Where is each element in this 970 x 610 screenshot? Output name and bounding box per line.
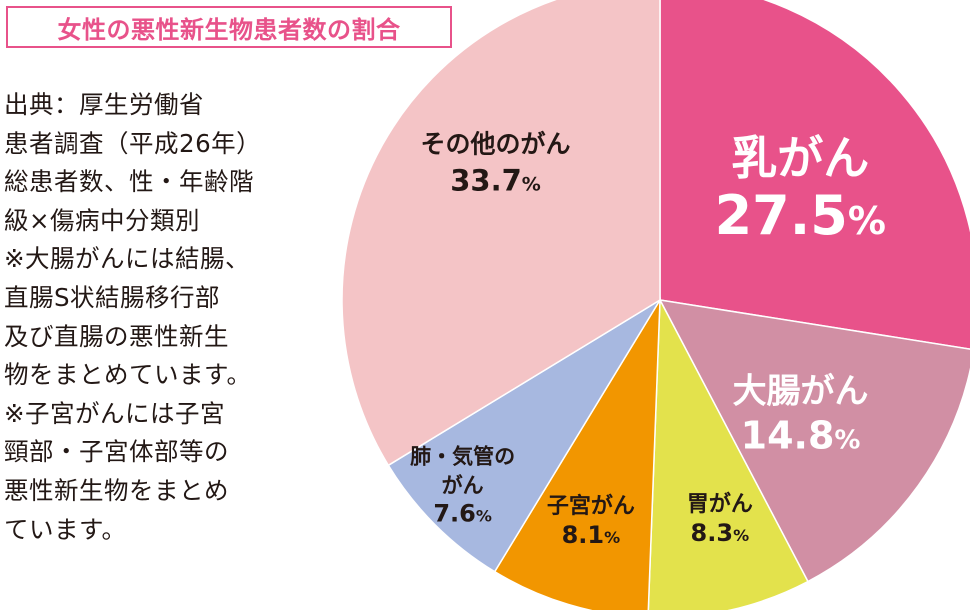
pie-slice [658, 299, 970, 583]
slice-value-label: 8.1% [562, 521, 621, 549]
slice-label: その他のがん 33.7% [421, 129, 571, 197]
chart-title-box: 女性の悪性新生物患者数の割合 [6, 6, 452, 48]
slice-value-label: 8.3% [691, 519, 750, 547]
source-note-line: 及び直腸の悪性新生 [4, 321, 229, 351]
pie-slice [493, 297, 661, 610]
slice-value-label: 27.5% [715, 184, 886, 247]
source-note: 出典：厚生労働省患者調査（平成26年） 総患者数、性・年齢階 級×傷病中分類別 ※大腸… [4, 86, 304, 549]
source-note-line: 物をまとめています。 [4, 360, 252, 390]
slice-name-label: 子宮がん [547, 493, 635, 519]
pie-slice [647, 297, 809, 610]
source-note-line: 悪性新生物をまとめ [4, 475, 229, 505]
source-note-line: 頸部・子宮体部等の [4, 437, 229, 467]
source-note-line: ※子宮がんには子宮 [4, 398, 226, 428]
source-note-line: 直腸S状結腸移行部 [4, 282, 221, 312]
source-note-line: ※大腸がんには結腸、 [4, 244, 251, 274]
chart-title: 女性の悪性新生物患者数の割合 [57, 15, 401, 44]
source-note-line: 級×傷病中分類別 [4, 205, 201, 235]
slice-value-label: 33.7% [450, 163, 541, 197]
slice-name-label: 肺・気管の [410, 444, 515, 468]
slice-name-label: 大腸がん [733, 371, 869, 411]
pie-slice [341, 0, 661, 467]
slice-name-label: がん [442, 473, 484, 497]
slice-name-label: 乳がん [731, 131, 869, 185]
slice-value-label: 7.6% [433, 499, 492, 527]
source-note-line: 患者調査（平成26年） [4, 128, 262, 158]
slice-name-label: その他のがん [421, 129, 571, 158]
source-note-line: 総患者数、性・年齢階 [4, 167, 254, 197]
pie-slice [387, 299, 661, 573]
source-note-line: ています。 [4, 514, 127, 544]
slice-name-label: 胃がん [687, 491, 753, 517]
slice-value-label: 14.8% [741, 413, 861, 457]
source-note-line: 出典：厚生労働省 [4, 90, 204, 119]
pie-slice [659, 0, 970, 350]
